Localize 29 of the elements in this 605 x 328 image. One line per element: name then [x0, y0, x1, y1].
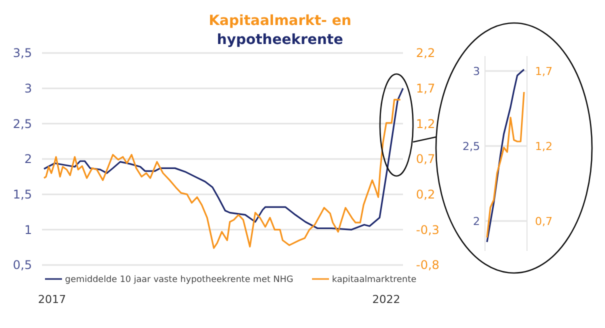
y2-tick-label: -0,8 [416, 258, 440, 272]
y2-tick-label: 0,7 [535, 214, 552, 228]
y2-tick-label: 1,2 [535, 140, 552, 153]
legend-label: kapitaalmarktrente [332, 275, 416, 286]
y2-tick-label: 1,2 [416, 116, 436, 131]
chart-title: Kapitaalmarkt- en hypotheekrente [208, 13, 352, 48]
line-series [486, 68, 525, 243]
line-series [486, 91, 525, 238]
y2-tick-label: 0,2 [416, 188, 436, 202]
y2-tick-label: 1,7 [416, 82, 436, 96]
x-tick-label: 2022 [372, 293, 400, 306]
y-tick-label: 1,5 [12, 188, 32, 202]
y-tick-label: 3 [473, 64, 480, 78]
line-series [43, 88, 404, 230]
y-tick-label: 3 [24, 82, 32, 96]
legend-label: gemiddelde 10 jaar vaste hypotheekrente met NHG [65, 275, 294, 286]
y-tick-label: 2,5 [462, 140, 480, 153]
x-tick-label: 2017 [38, 293, 66, 306]
y-tick-label: 2,5 [12, 116, 32, 131]
y2-tick-label: 1,7 [535, 64, 552, 78]
y-tick-label: 0,5 [12, 258, 32, 272]
line-series [43, 98, 402, 249]
y-tick-label: 3,5 [12, 46, 32, 60]
y-tick-label: 2 [473, 214, 480, 228]
y-tick-label: 2 [24, 152, 32, 166]
y2-tick-label: 2,2 [416, 46, 436, 60]
y-tick-label: 1 [24, 222, 32, 237]
y2-tick-label: 0,7 [416, 152, 436, 166]
y2-tick-label: -0,3 [416, 222, 440, 237]
